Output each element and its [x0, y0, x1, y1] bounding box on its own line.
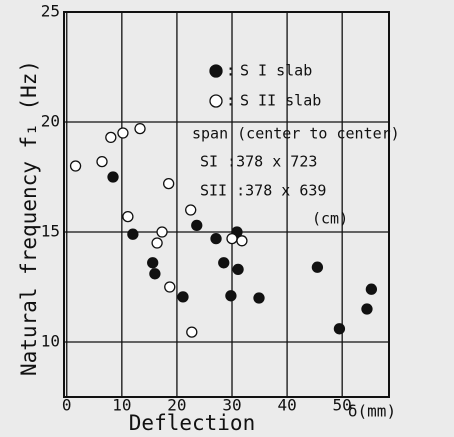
legend-label: S I slab [240, 62, 312, 80]
point [236, 235, 248, 247]
point [177, 291, 189, 303]
point [147, 257, 159, 269]
legend-marker [209, 94, 223, 108]
point [311, 261, 324, 273]
x-tick-label: 50 [333, 396, 352, 415]
x-tick-label: 30 [222, 396, 241, 415]
x-tick-label: 0 [62, 396, 72, 415]
point [361, 303, 373, 315]
y-tick-label: 25 [41, 2, 60, 21]
plot-frame [63, 11, 390, 398]
y-tick-label: 15 [41, 222, 60, 241]
point [226, 232, 238, 245]
legend-colon: : [226, 92, 235, 110]
point [333, 323, 346, 335]
point [185, 204, 197, 216]
x-axis-label: Deflection [129, 411, 255, 435]
legend-colon: : [226, 62, 235, 80]
annotation: SI :378 x 723 [200, 153, 317, 171]
point [151, 237, 163, 249]
point [96, 155, 108, 168]
y-tick-label: 10 [41, 332, 60, 351]
point [164, 281, 176, 293]
legend-marker [209, 64, 223, 78]
legend-label: S II slab [240, 92, 321, 110]
point [253, 292, 265, 304]
y-axis-label: Natural frequency f₁ (Hz) [17, 60, 41, 376]
point [218, 257, 230, 269]
point [232, 263, 244, 276]
point [365, 283, 378, 295]
point [134, 122, 146, 135]
point [210, 232, 222, 245]
x-tick-label: 10 [112, 396, 131, 415]
point [105, 131, 117, 144]
point [191, 219, 203, 232]
point [149, 268, 161, 280]
point [127, 228, 139, 240]
annotation: SII :378 x 639 [200, 182, 326, 200]
point [69, 160, 82, 172]
point [163, 177, 175, 190]
point [117, 127, 129, 139]
x-tick-label: 20 [167, 396, 186, 415]
point [122, 210, 134, 223]
x-tick-label: 40 [277, 396, 296, 415]
y-tick-label: 20 [41, 112, 60, 131]
point [107, 171, 119, 183]
annotation: (cm) [312, 210, 348, 228]
point [156, 226, 168, 238]
x-axis-unit: δ(mm) [348, 402, 396, 421]
annotation: span (center to center) [192, 125, 400, 143]
point [225, 290, 237, 302]
point [186, 326, 198, 338]
